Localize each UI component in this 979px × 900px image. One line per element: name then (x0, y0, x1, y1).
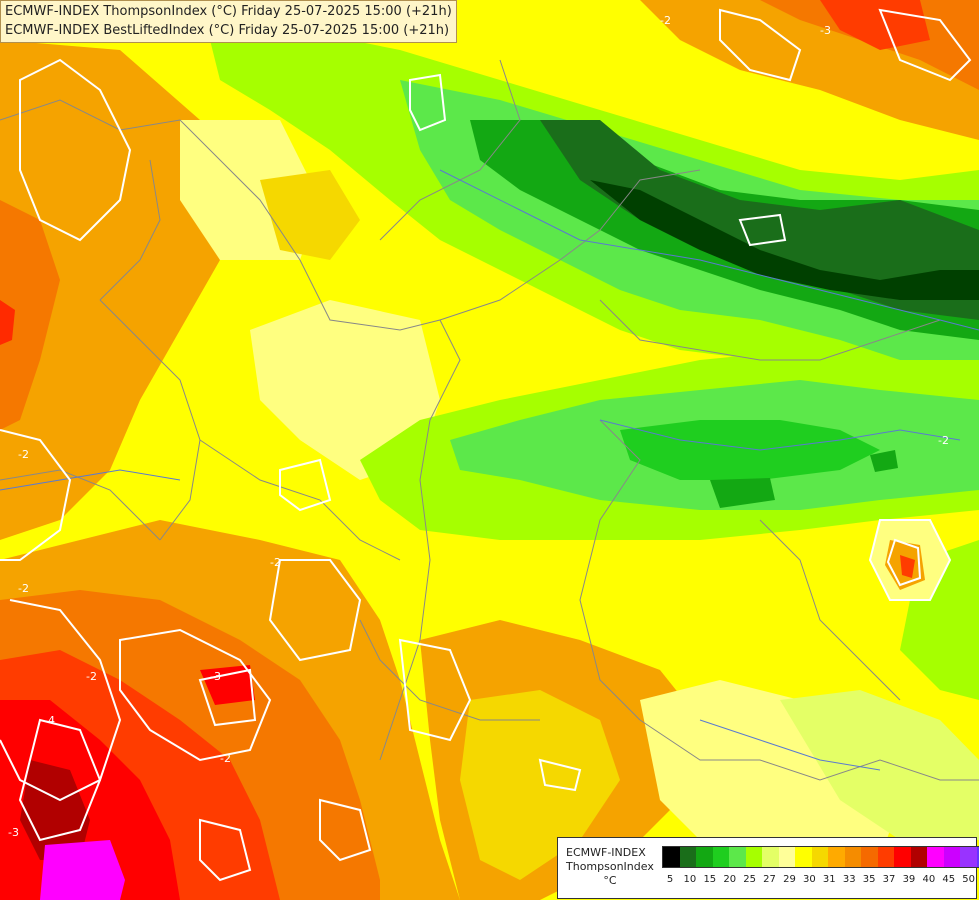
legend-title: ECMWF-INDEX ThompsonIndex °C (566, 846, 654, 888)
legend-swatch (745, 847, 762, 867)
title-thompson-index: ECMWF-INDEX ThompsonIndex (°C) Friday 25… (5, 4, 452, 19)
legend-swatch (894, 847, 911, 867)
legend-swatch (663, 847, 680, 867)
contour-label: -4 (44, 714, 55, 727)
red-spot-south (200, 665, 255, 705)
map-title-box: ECMWF-INDEX ThompsonIndex (°C) Friday 25… (0, 0, 457, 43)
legend-swatch (729, 847, 746, 867)
legend-tick-label: 35 (862, 874, 876, 885)
legend-tick-label: 30 (803, 874, 816, 885)
legend-color-scale (662, 846, 979, 868)
legend-swatch (910, 847, 927, 867)
legend-swatch (976, 847, 979, 867)
darkest-green-north (590, 180, 979, 300)
legend-parameter: ThompsonIndex (566, 860, 654, 873)
legend-swatch (828, 847, 845, 867)
legend-swatch (811, 847, 828, 867)
legend-unit: °C (603, 874, 617, 887)
contour-label: -2 (18, 448, 29, 461)
legend-tick-label: 31 (822, 874, 836, 885)
country-borders (0, 59, 979, 781)
contour-label: -3 (8, 826, 19, 839)
legend-tick-label: 50 (962, 874, 976, 885)
title-best-lifted-index: ECMWF-INDEX BestLiftedIndex (°C) Friday … (5, 23, 450, 38)
dark-green-spot-east (870, 450, 898, 472)
legend-tick-label: 20 (723, 874, 737, 885)
contour-label: -2 (220, 752, 231, 765)
contour-label: -2 (86, 670, 97, 683)
contour-label: -2 (18, 582, 29, 595)
contour-label: -3 (210, 670, 221, 683)
legend-ticks: 51015202527293031333537394045505560 (662, 874, 978, 888)
dark-green-north (540, 120, 979, 320)
legend-tick-label: 29 (783, 874, 796, 885)
legend-swatch (861, 847, 878, 867)
legend-tick-label: 15 (703, 874, 717, 885)
red-east-hotspot (900, 555, 915, 578)
legend-tick-label: 10 (683, 874, 697, 885)
legend-tick-label: 40 (922, 874, 936, 885)
light-yellow-center (250, 300, 440, 480)
contour-label: -2 (938, 434, 949, 447)
legend-swatch (960, 847, 977, 867)
red-northeast (820, 0, 930, 50)
legend-swatch (943, 847, 960, 867)
legend-swatch (696, 847, 713, 867)
orange-dark-west (0, 200, 60, 430)
legend-tick-label: 37 (882, 874, 896, 885)
magenta-southwest (40, 840, 125, 900)
contour-label: -2 (270, 556, 281, 569)
legend-swatch (844, 847, 861, 867)
legend-swatch (877, 847, 894, 867)
contour-label: -3 (820, 24, 831, 37)
mid-green-central (620, 420, 880, 480)
legend-tick-label: 5 (666, 874, 674, 885)
legend-tick-label: 45 (942, 874, 956, 885)
color-legend: ECMWF-INDEX ThompsonIndex °C 5 10 15 20 25 27… (557, 837, 979, 899)
contour-label: -2 (660, 14, 671, 27)
legend-swatch (762, 847, 779, 867)
legend-swatch (927, 847, 944, 867)
legend-swatch (795, 847, 812, 867)
pale-green-southeast (780, 690, 979, 840)
legend-tick-label: 27 (763, 874, 776, 885)
rivers (0, 169, 979, 771)
legend-swatch (679, 847, 696, 867)
legend-tick-label: 33 (842, 874, 856, 885)
dark-green-spot (710, 478, 775, 508)
red-west-spot (0, 300, 15, 345)
contour-labels: -2 -3 -2 -2 -2 -2 -3 -4 -3 -2 -2 (8, 14, 949, 839)
legend-model: ECMWF-INDEX (566, 846, 646, 859)
gold-south-central (460, 690, 620, 880)
legend-swatch (778, 847, 795, 867)
legend-tick-label: 25 (743, 874, 757, 885)
legend-swatch (712, 847, 729, 867)
legend-tick-label: 39 (902, 874, 916, 885)
